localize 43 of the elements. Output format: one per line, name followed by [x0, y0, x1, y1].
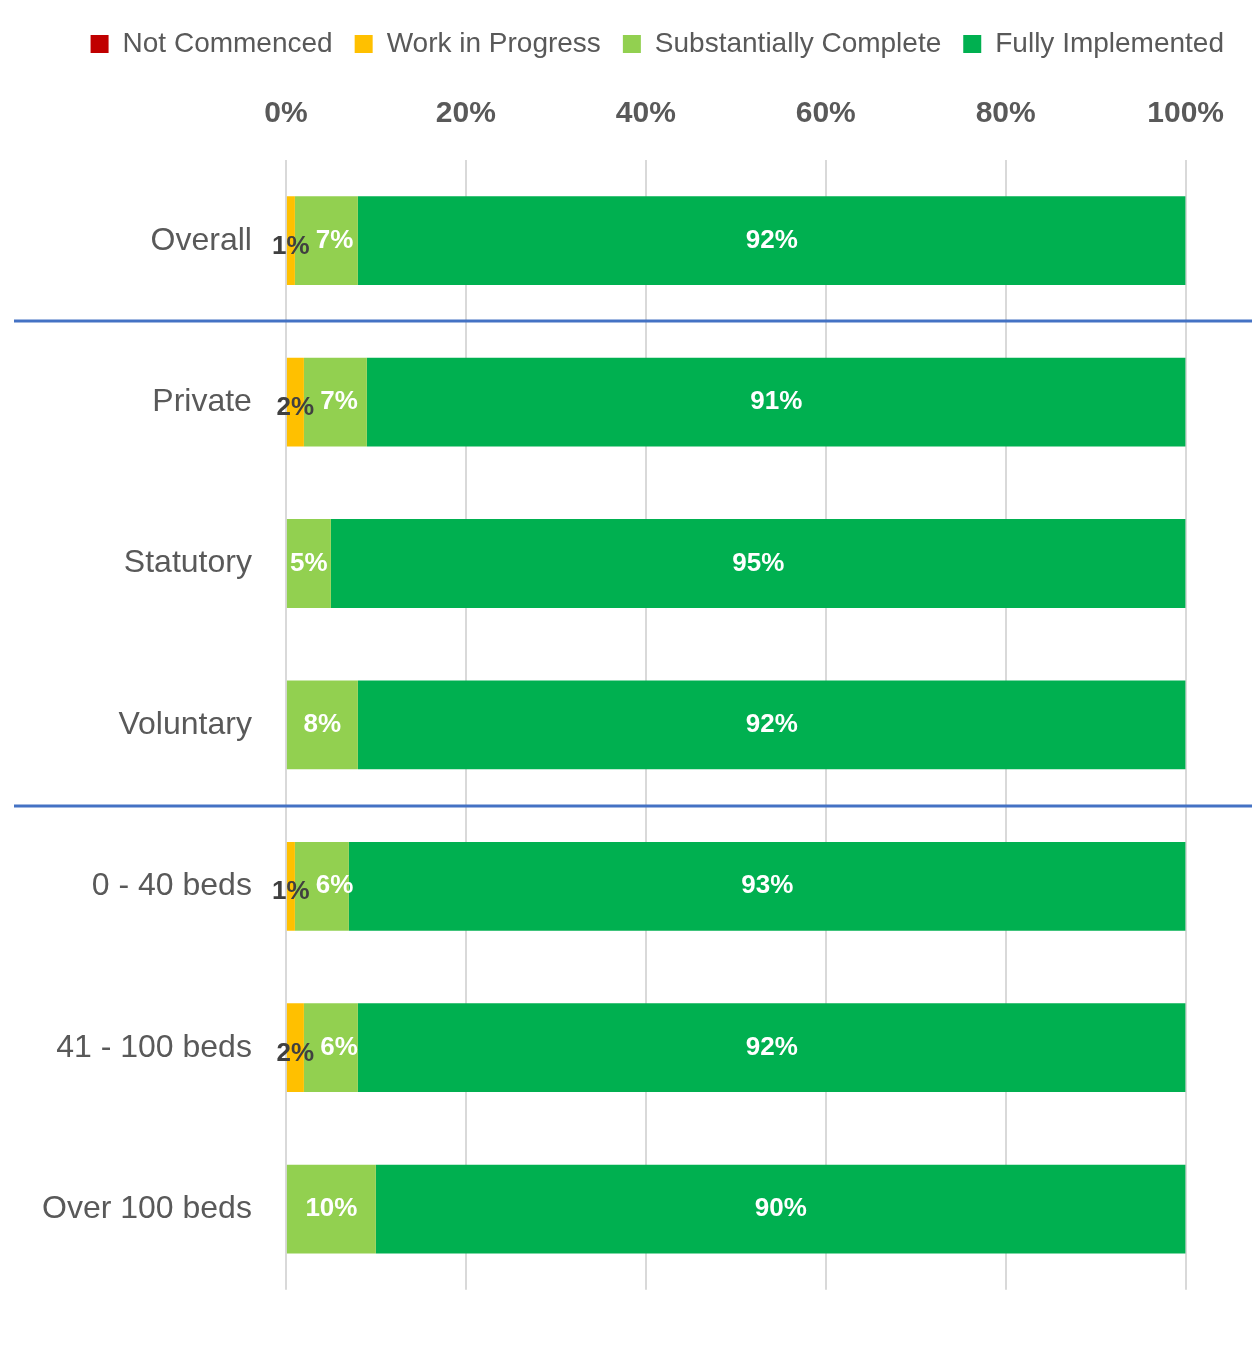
x-tick-label: 40% [615, 95, 676, 129]
data-label: 6% [320, 1030, 358, 1061]
data-label: 2% [276, 1036, 315, 1067]
data-label: 92% [745, 708, 798, 739]
data-label: 92% [745, 223, 798, 254]
y-tick-label: Voluntary [118, 704, 252, 741]
data-label: 5% [290, 546, 328, 577]
data-label: 93% [741, 869, 794, 900]
x-tick-label: 20% [435, 95, 496, 129]
legend-label: Fully Implemented [995, 26, 1225, 58]
bar [330, 519, 1186, 608]
data-label: 7% [320, 385, 358, 416]
data-label: 95% [732, 546, 785, 577]
data-label: 1% [272, 229, 310, 260]
bar [357, 680, 1186, 770]
data-label: 2% [276, 391, 315, 422]
y-tick-label: 41 - 100 beds [56, 1027, 252, 1064]
bar [357, 196, 1186, 286]
bar [286, 680, 358, 770]
bar [286, 1164, 376, 1254]
data-label: 1% [272, 875, 310, 906]
y-tick-label: Overall [150, 220, 252, 257]
y-tick-label: Private [152, 381, 252, 418]
bar [286, 519, 331, 608]
x-tick-label: 100% [1147, 95, 1224, 129]
x-tick-label: 0% [264, 95, 308, 129]
y-tick-label: Statutory [123, 543, 252, 580]
bar [375, 1164, 1186, 1254]
x-tick-label: 80% [975, 95, 1036, 129]
y-tick-label: Over 100 beds [42, 1188, 252, 1225]
y-tick-label: 0 - 40 beds [91, 866, 252, 903]
data-label: 91% [750, 385, 803, 416]
data-label: 7% [315, 223, 354, 254]
legend-label: Not Commenced [122, 26, 333, 58]
data-label: 92% [745, 1030, 798, 1061]
data-label: 90% [754, 1192, 807, 1223]
bar [357, 1003, 1186, 1093]
bar [366, 357, 1186, 447]
data-label: 10% [305, 1192, 358, 1223]
legend-label: Substantially Complete [654, 26, 942, 58]
x-tick-label: 60% [795, 95, 856, 129]
legend-label: Work in Progress [386, 26, 601, 58]
data-label: 8% [303, 708, 342, 739]
